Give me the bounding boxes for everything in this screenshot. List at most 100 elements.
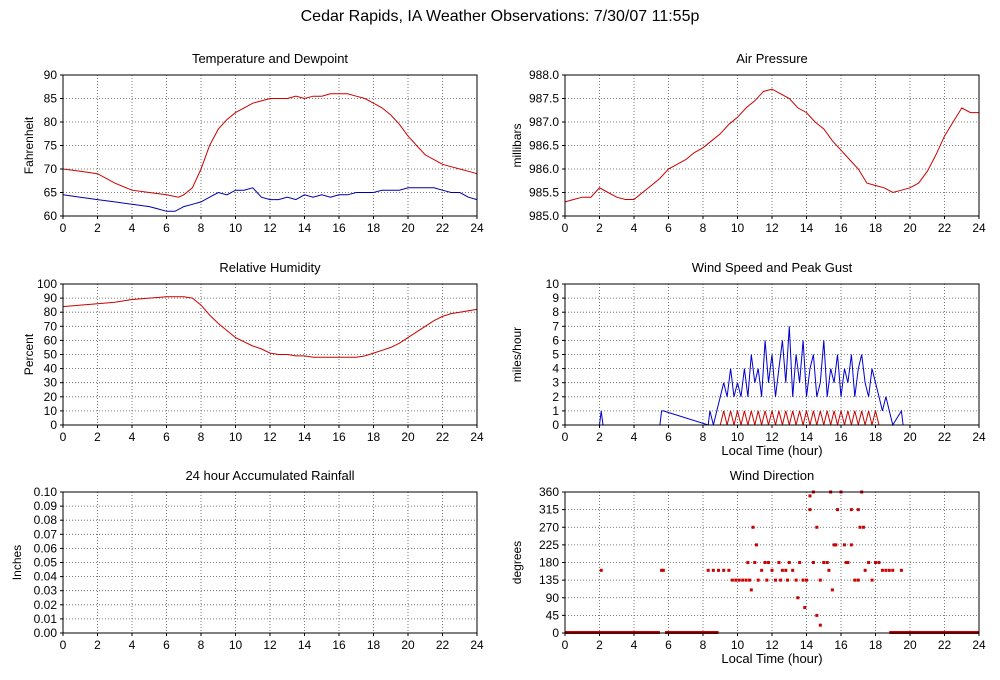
x-tick-label: 18 [367, 638, 381, 652]
data-point [794, 578, 798, 582]
x-tick-label: 18 [869, 638, 883, 652]
chart-title: Wind Speed and Peak Gust [692, 260, 853, 275]
y-tick-label: 0.09 [34, 499, 58, 513]
x-tick-label: 12 [765, 638, 779, 652]
y-tick-label: 9 [552, 291, 559, 305]
data-point [880, 568, 884, 572]
data-point [849, 543, 853, 547]
data-point [811, 561, 815, 564]
data-point [767, 561, 771, 564]
series-line [62, 93, 478, 198]
x-tick-label: 8 [198, 221, 205, 235]
chart-rainfall: 0 2 4 6 8 10 12 14 16 18 20 22 240.000.010.020.030.0… [10, 468, 484, 652]
data-point [751, 525, 755, 529]
data-point [891, 568, 895, 572]
y-tick-label: 0.00 [34, 626, 58, 640]
x-tick-label: 4 [631, 430, 638, 444]
y-tick-label: 50 [44, 348, 58, 362]
data-point [711, 568, 715, 572]
x-tick-label: 18 [869, 430, 883, 444]
data-point [599, 568, 603, 572]
x-tick-label: 12 [263, 430, 277, 444]
data-point [884, 568, 888, 572]
data-point [730, 578, 734, 582]
x-tick-label: 12 [263, 638, 277, 652]
series-line [62, 296, 478, 358]
y-tick-label: 10 [44, 404, 58, 418]
data-point [808, 494, 812, 498]
x-tick-label: 24 [972, 221, 986, 235]
data-point [803, 606, 807, 610]
chart-direction: 0 2 4 6 8 10 12 14 16 18 20 22 240459013518022527031… [510, 468, 986, 666]
data-point [780, 568, 784, 572]
y-tick-label: 80 [44, 115, 58, 129]
x-tick-label: 24 [972, 430, 986, 444]
data-point [753, 561, 757, 564]
x-tick-label: 18 [869, 221, 883, 235]
y-tick-label: 70 [44, 162, 58, 176]
data-point [853, 578, 857, 582]
data-point [791, 568, 795, 572]
data-point [863, 568, 867, 572]
series-line [565, 326, 979, 427]
x-tick-label: 0 [60, 430, 67, 444]
data-point [779, 578, 783, 582]
y-tick-label: 0.07 [34, 527, 58, 541]
chart-title: Wind Direction [730, 468, 815, 483]
y-tick-label: 60 [44, 209, 58, 223]
data-point [770, 568, 774, 572]
y-tick-label: 360 [539, 485, 559, 499]
chart-temp: 0 2 4 6 8 10 12 14 16 18 20 22 2460657075808590Tempe… [22, 51, 484, 235]
x-tick-label: 6 [163, 430, 170, 444]
y-tick-label: 3 [552, 376, 559, 390]
data-point [846, 561, 850, 564]
x-tick-label: 0 [60, 638, 67, 652]
data-point [796, 596, 800, 600]
data-point [827, 568, 831, 572]
x-tick-label: 12 [263, 221, 277, 235]
data-point [748, 578, 752, 582]
data-point [756, 578, 760, 582]
y-axis-label: Inches [10, 545, 24, 580]
data-point [737, 578, 741, 582]
y-tick-label: 6 [552, 333, 559, 347]
x-tick-label: 16 [834, 638, 848, 652]
data-point [834, 543, 838, 547]
y-tick-label: 90 [546, 591, 560, 605]
y-tick-label: 90 [44, 68, 58, 82]
y-tick-label: 0 [552, 418, 559, 432]
y-tick-label: 0.03 [34, 584, 58, 598]
data-point [763, 561, 767, 564]
data-point [861, 525, 865, 529]
x-tick-label: 8 [198, 430, 205, 444]
x-tick-label: 14 [800, 430, 814, 444]
y-tick-label: 45 [546, 608, 560, 622]
y-tick-label: 4 [552, 362, 559, 376]
data-point [784, 568, 788, 572]
x-tick-label: 4 [129, 221, 136, 235]
x-tick-label: 8 [700, 221, 707, 235]
x-tick-label: 6 [163, 638, 170, 652]
x-tick-label: 16 [332, 430, 346, 444]
y-tick-label: 0.02 [34, 598, 58, 612]
y-tick-label: 70 [44, 319, 58, 333]
x-tick-label: 10 [229, 638, 243, 652]
y-tick-label: 0.08 [34, 513, 58, 527]
data-point [787, 561, 791, 564]
x-tick-label: 18 [367, 430, 381, 444]
x-tick-label: 0 [60, 221, 67, 235]
y-tick-label: 1 [552, 404, 559, 418]
data-point [798, 561, 802, 564]
data-point [849, 508, 853, 512]
data-point [801, 578, 805, 582]
x-tick-label: 2 [596, 221, 603, 235]
y-tick-label: 0 [50, 418, 57, 432]
x-tick-label: 20 [903, 221, 917, 235]
y-axis-label: Fahrenheit [22, 116, 36, 174]
data-point [899, 568, 903, 572]
x-tick-label: 6 [665, 638, 672, 652]
data-point [822, 561, 826, 564]
x-tick-label: 2 [94, 221, 101, 235]
y-tick-label: 80 [44, 305, 58, 319]
x-tick-label: 10 [229, 430, 243, 444]
